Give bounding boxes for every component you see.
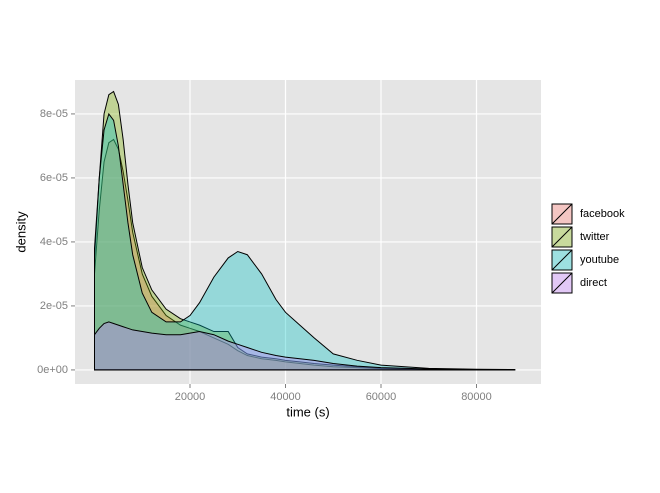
legend-key-line (551, 203, 573, 225)
x-tick-label: 20000 (175, 391, 206, 403)
x-tick-label: 60000 (366, 391, 397, 403)
legend-label: facebook (580, 208, 625, 220)
y-tick-label: 4e-05 (40, 236, 68, 248)
legend-label: direct (580, 277, 607, 289)
legend-label: youtube (580, 254, 619, 266)
legend-key-line (551, 272, 573, 294)
y-tick-label: 8e-05 (40, 108, 68, 120)
x-tick-label: 80000 (461, 391, 492, 403)
legend-label: twitter (580, 231, 610, 243)
legend-key-line (551, 226, 573, 248)
y-tick-label: 6e-05 (40, 172, 68, 184)
density-area (94, 90, 516, 371)
x-axis-label: time (s) (286, 404, 329, 419)
y-tick-label: 0e+00 (37, 364, 68, 376)
density-area (94, 138, 516, 371)
density-area (94, 112, 516, 371)
y-tick-label: 2e-05 (40, 300, 68, 312)
legend-key-line (551, 249, 573, 271)
y-axis-label: density (13, 211, 28, 253)
density-area (94, 321, 516, 371)
x-tick-label: 40000 (270, 391, 301, 403)
